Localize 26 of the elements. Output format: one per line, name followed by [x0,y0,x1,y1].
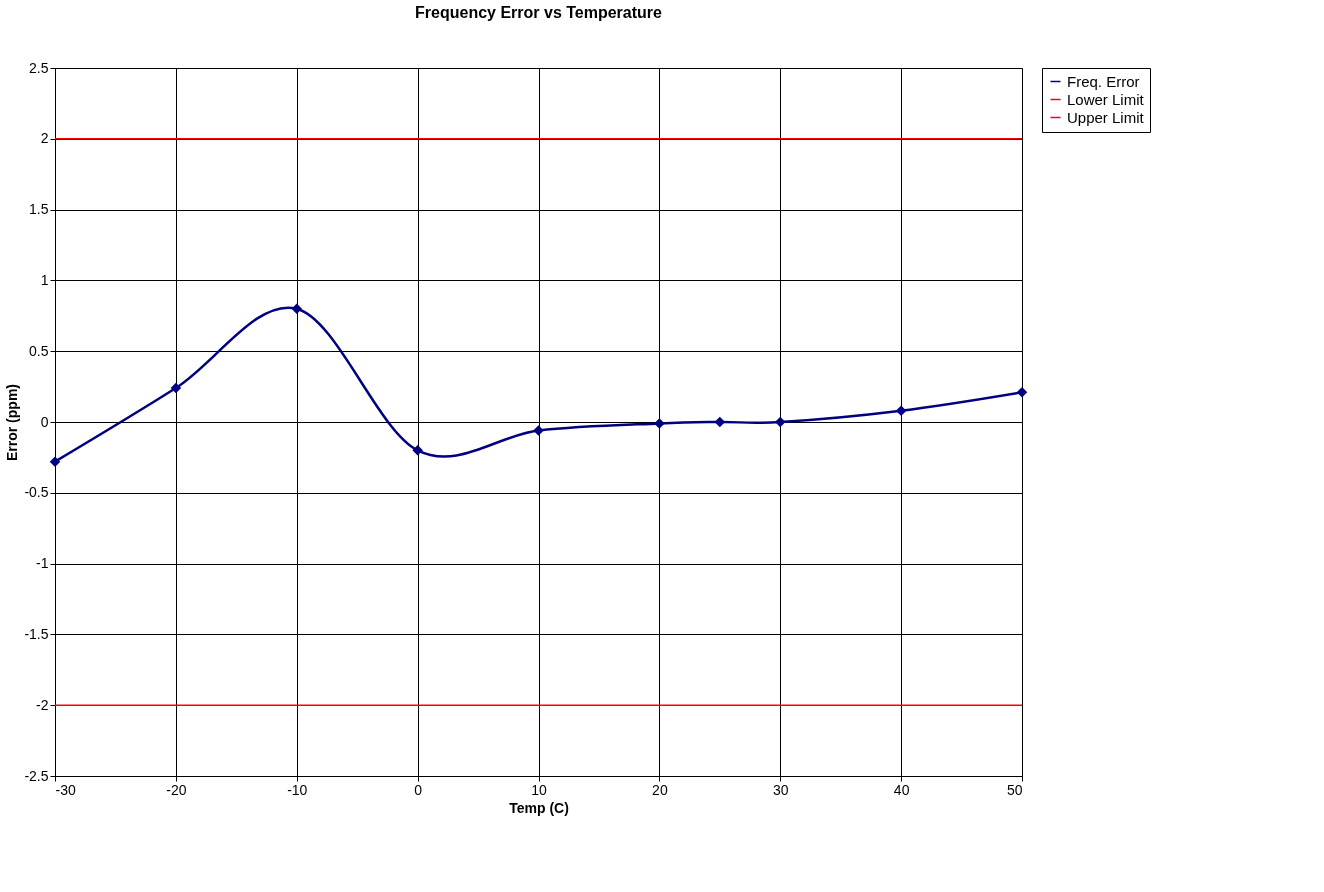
x-tick-label: -30 [55,781,76,798]
x-tick-label: -20 [166,781,187,798]
y-tick-label: -0.5 [24,484,49,501]
y-tick-label: 2.5 [29,59,49,76]
x-tick-label: -10 [287,781,308,798]
x-axis-title: Temp (C) [509,799,569,816]
y-axis-title: Error (ppm) [4,384,21,461]
x-tick-label: 10 [531,781,547,798]
y-tick-label: -2.5 [24,767,49,784]
legend-label: Upper Limit [1067,108,1145,126]
y-tick-label: 1 [40,271,49,288]
legend-label: Lower Limit [1067,90,1145,108]
y-tick-label: 2 [40,130,49,147]
y-tick-label: 0 [40,413,49,430]
legend-label: Freq. Error [1067,72,1140,90]
x-tick-label: 20 [652,781,668,798]
y-tick-label: -1 [36,555,49,572]
y-tick-label: 0.5 [29,342,49,359]
y-tick-label: -1.5 [24,625,49,642]
x-tick-label: 50 [1006,781,1023,798]
y-tick-label: -2 [36,696,49,713]
x-tick-label: 30 [772,781,789,798]
x-tick-label: 40 [893,781,910,798]
x-tick-label: 0 [414,781,423,798]
y-tick-label: 1.5 [29,201,49,218]
chart-title: Frequency Error vs Temperature [415,4,663,21]
